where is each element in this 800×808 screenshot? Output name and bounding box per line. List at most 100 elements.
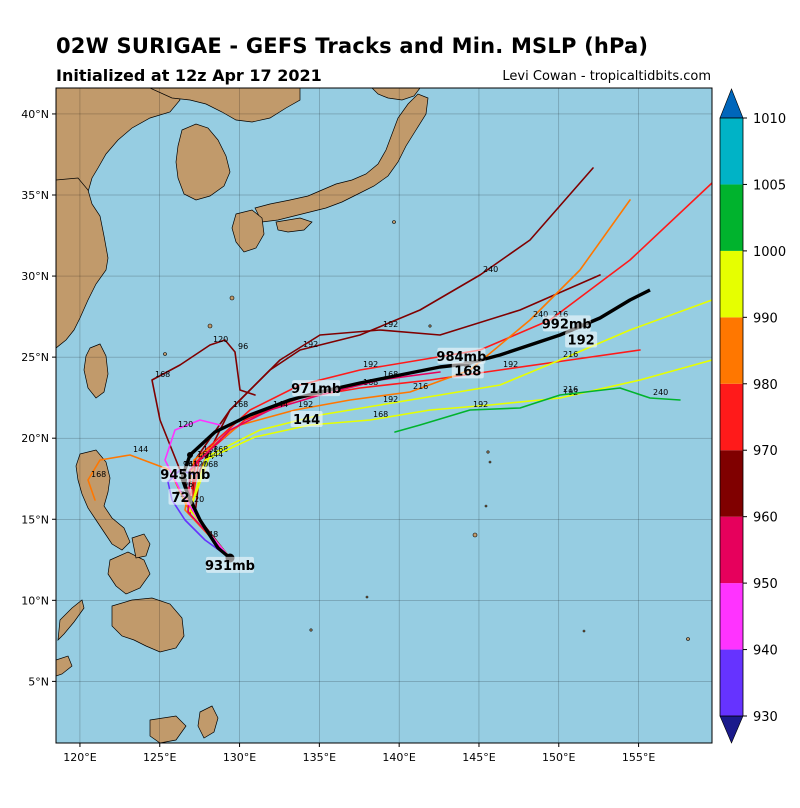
mean-track-label: 945mb — [160, 468, 210, 483]
land-china-coast — [56, 177, 109, 349]
mean-track-label-box — [292, 380, 341, 397]
forecast-hour-label: 144 — [208, 450, 223, 459]
forecast-hour-label: 192 — [563, 388, 578, 397]
colorbar-band — [720, 317, 743, 384]
lat-tick-label: 5°N — [28, 675, 49, 688]
forecast-hour-label: 192 — [503, 360, 518, 369]
land-taiwan — [83, 343, 109, 399]
colorbar-tick-label: 1005 — [753, 178, 786, 193]
land-japan-shikoku — [275, 217, 313, 233]
land-japan-hokkaido — [371, 88, 421, 101]
credit-text: Levi Cowan - tropicaltidbits.com — [502, 69, 711, 84]
forecast-hour-label: 192 — [363, 360, 378, 369]
forecast-hour-label: 192 — [303, 340, 318, 349]
lat-tick-label: 15°N — [21, 513, 49, 526]
forecast-hour-label: 144 — [199, 452, 214, 461]
forecast-hour-label: 168 — [233, 400, 248, 409]
land-borneo — [56, 655, 73, 677]
land-korea — [175, 123, 231, 201]
land-visayas — [107, 551, 151, 595]
colorbar-tick-label: 1000 — [753, 245, 786, 260]
lat-tick-labels: 5°N 10°N 15°N 20°N 25°N 30°N 35°N 40°N — [21, 108, 56, 688]
mean-track-label: 72 — [171, 491, 189, 506]
colorbar-tick-label: 1010 — [753, 112, 786, 127]
forecast-hour-label: 168 — [373, 410, 388, 419]
forecast-hour-label: 168 — [383, 370, 398, 379]
land-halmahera — [197, 705, 219, 739]
land-japan-honshu — [254, 93, 429, 223]
lat-tick-label: 10°N — [21, 594, 49, 607]
colorbar-tick-label: 950 — [753, 577, 778, 592]
lat-tick-label: 40°N — [21, 108, 49, 121]
land-luzon — [75, 449, 131, 551]
forecast-hour-label: 168 — [213, 445, 228, 454]
forecast-hour-label: 216 — [553, 310, 568, 319]
mean-track-label: 992mb — [542, 317, 592, 332]
ensemble-member-track — [394, 387, 681, 433]
lon-tick-label: 155°E — [622, 751, 655, 764]
mean-track-label: 931mb — [205, 559, 255, 574]
mean-track-label: 192 — [568, 334, 595, 349]
colorbar-tick-label: 960 — [753, 511, 778, 526]
lon-tick-label: 120°E — [63, 751, 96, 764]
forecast-hour-label: 120 — [213, 335, 228, 344]
mean-track-label-box — [565, 331, 598, 348]
land-north-asia — [149, 88, 301, 123]
forecast-hour-label: 168 — [91, 470, 106, 479]
land-japan-kyushu — [231, 209, 265, 253]
forecast-hour-label: 144 — [133, 445, 148, 454]
colorbar-band — [720, 583, 743, 650]
mean-track-label: 984mb — [436, 350, 486, 365]
mean-track-label-box — [437, 347, 486, 364]
mean-track-label: 971mb — [291, 382, 341, 397]
forecast-hour-label: 192 — [298, 400, 313, 409]
colorbar-band — [720, 118, 743, 185]
lat-tick-label: 25°N — [21, 351, 49, 364]
colorbar-band — [720, 649, 743, 716]
forecast-hour-label: 240 — [653, 388, 668, 397]
forecast-hour-label: 192 — [473, 400, 488, 409]
mean-track-label-box — [168, 488, 193, 505]
forecast-hour-label: 144 — [183, 460, 198, 469]
map-frame — [55, 87, 713, 744]
colorbar-band — [720, 184, 743, 251]
colorbar-extend-high — [719, 88, 744, 119]
forecast-hour-label: 216 — [563, 385, 578, 394]
mean-track-label-box — [451, 362, 484, 379]
mean-track-label-box — [161, 466, 210, 483]
ensemble-member-track — [191, 274, 601, 559]
colorbar-band — [720, 450, 743, 517]
land-samar — [131, 533, 151, 559]
forecast-hour-label: 216 — [413, 382, 428, 391]
forecast-hour-label: 216 — [563, 350, 578, 359]
colorbar-tick-label: 940 — [753, 644, 778, 659]
colorbar-extend-low — [719, 715, 744, 744]
forecast-hour-label: 120 — [189, 495, 204, 504]
lat-tick-label: 35°N — [21, 189, 49, 202]
colorbar-tick-label: 990 — [753, 311, 778, 326]
chart-subtitle: Initialized at 12z Apr 17 2021 — [56, 66, 322, 85]
small-islands — [163, 220, 690, 641]
land-masses — [56, 88, 429, 743]
mean-track-label: 168 — [454, 364, 481, 379]
colorbar: 930 940 950 960 970 980 990 1000 1005 1010 — [719, 88, 786, 744]
land-palawan — [57, 599, 85, 641]
forecast-hour-label: 168 — [155, 370, 170, 379]
forecast-hour-label: 48 — [208, 530, 218, 539]
lon-tick-label: 125°E — [143, 751, 176, 764]
land-mindanao — [111, 597, 185, 653]
lon-tick-label: 135°E — [303, 751, 336, 764]
land-sulawesi — [149, 715, 187, 743]
map-gridlines — [56, 88, 712, 743]
forecast-hour-label: 120 — [178, 420, 193, 429]
lon-tick-label: 130°E — [223, 751, 256, 764]
mean-track-point — [187, 452, 193, 458]
lat-tick-label: 20°N — [21, 432, 49, 445]
lon-tick-labels: 120°E 125°E 130°E 135°E 140°E 145°E 150°E 155°E — [63, 743, 655, 764]
colorbar-tick-label: 930 — [753, 710, 778, 725]
lat-tick-label: 30°N — [21, 270, 49, 283]
forecast-hour-label: 168 — [203, 460, 218, 469]
mean-track-label-box — [205, 556, 254, 573]
lon-tick-label: 150°E — [542, 751, 575, 764]
